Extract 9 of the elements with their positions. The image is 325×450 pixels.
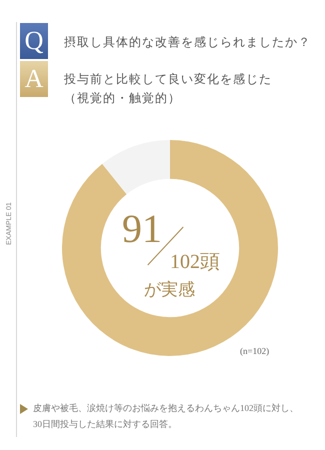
text: 102頭 bbox=[170, 250, 220, 275]
text: Q bbox=[20, 23, 48, 59]
text: (n=102) bbox=[240, 346, 270, 356]
text: A bbox=[20, 61, 48, 97]
chart-title: 摂取し具体的な改善を感じられましたか？ bbox=[64, 34, 312, 51]
text: 91 bbox=[122, 205, 162, 252]
chart-subtitle: 投与前と比較して良い変化を感じた（視覚的・触覚的） bbox=[64, 71, 273, 107]
text: が実感 bbox=[144, 279, 195, 301]
text: 皮膚や被毛、涙焼け等のお悩みを抱えるわんちゃん102頭に対し、30日間投与した結果に対する回答。 bbox=[33, 402, 300, 431]
